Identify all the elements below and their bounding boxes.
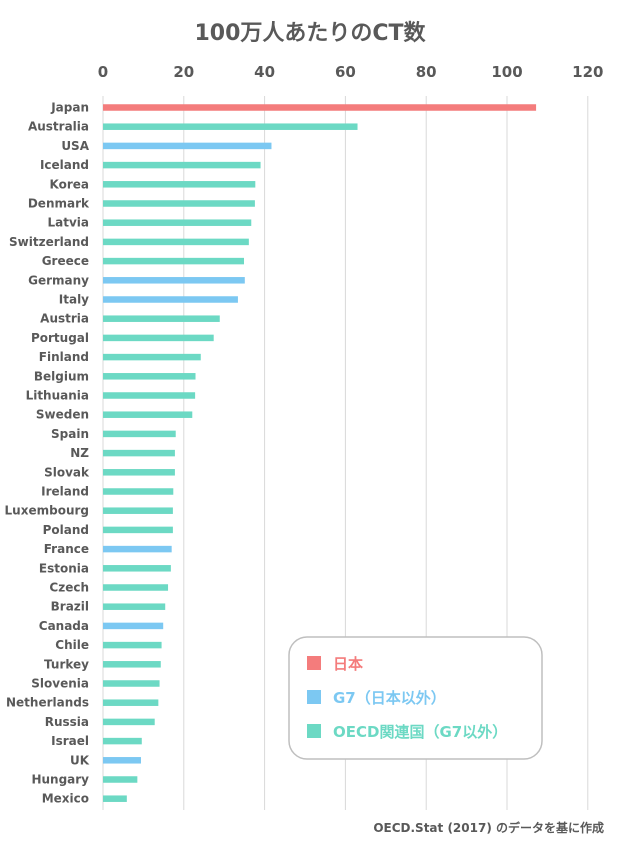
bar-mexico: [103, 795, 127, 802]
category-label: Portugal: [31, 331, 89, 345]
bar-hungary: [103, 776, 138, 783]
category-label: Mexico: [42, 792, 89, 806]
legend-swatch-japan: [307, 656, 321, 670]
bar-canada: [103, 622, 164, 630]
category-label: Slovak: [44, 465, 90, 479]
category-label: NZ: [70, 446, 89, 460]
bar-slovak: [103, 469, 175, 476]
legend-box: [288, 636, 543, 760]
source-note: OECD.Stat (2017) のデータを基に作成: [373, 820, 604, 835]
bar-russia: [103, 718, 155, 726]
legend-label: G7（日本以外）: [333, 689, 446, 707]
category-label: Estonia: [39, 561, 89, 575]
category-label: Czech: [49, 581, 89, 595]
category-label: Sweden: [36, 408, 89, 422]
x-tick-label: 100: [491, 63, 522, 81]
bar-latvia: [103, 219, 252, 226]
bar-lithuania: [103, 392, 196, 399]
legend-label: OECD関連国（G7以外）: [333, 723, 507, 741]
category-label: Netherlands: [6, 696, 89, 710]
bar-italy: [103, 296, 238, 303]
bar-nz: [103, 449, 175, 457]
bar-iceland: [103, 161, 261, 169]
chart-title: 100万人あたりのCT数: [194, 20, 426, 46]
bar-finland: [103, 353, 201, 361]
bar-uk: [103, 757, 141, 764]
category-label: Korea: [50, 177, 90, 191]
category-label: France: [44, 542, 89, 556]
grid-lines: [102, 96, 589, 810]
bar-usa: [103, 142, 272, 150]
category-label: Latvia: [47, 216, 89, 230]
bar-netherlands: [103, 699, 159, 706]
x-tick-label: 20: [173, 63, 194, 81]
category-label: Slovenia: [31, 677, 89, 691]
category-label: Finland: [39, 350, 89, 364]
category-label: Switzerland: [9, 235, 89, 249]
bars: [103, 104, 537, 802]
x-tick-label: 60: [335, 63, 356, 81]
bar-australia: [103, 123, 358, 130]
category-label: Russia: [45, 715, 89, 729]
category-label: Belgium: [34, 369, 89, 383]
bar-sweden: [103, 411, 193, 418]
bar-denmark: [103, 200, 255, 207]
category-label: Hungary: [31, 773, 89, 787]
bar-estonia: [103, 565, 171, 572]
category-label: Spain: [51, 427, 89, 441]
bar-korea: [103, 181, 256, 188]
bar-israel: [103, 737, 142, 745]
bar-portugal: [103, 334, 214, 342]
legend-swatch-oecd: [307, 724, 321, 738]
category-label: UK: [70, 753, 90, 767]
x-tick-label: 120: [572, 63, 603, 81]
x-tick-label: 40: [254, 63, 275, 81]
category-label: Turkey: [44, 657, 89, 671]
category-label: Japan: [50, 101, 89, 115]
category-label: Israel: [51, 734, 89, 748]
x-tick-label: 80: [416, 63, 437, 81]
bar-japan: [103, 104, 537, 111]
bar-chile: [103, 641, 162, 649]
category-label: Chile: [55, 638, 89, 652]
x-tick-label: 0: [98, 63, 108, 81]
category-label: USA: [61, 139, 89, 153]
bar-spain: [103, 430, 176, 438]
bar-luxembourg: [103, 507, 173, 514]
legend-swatch-g7: [307, 690, 321, 704]
category-label: Luxembourg: [5, 504, 89, 518]
category-label: Italy: [59, 293, 89, 307]
bar-austria: [103, 315, 220, 322]
bar-switzerland: [103, 238, 249, 246]
category-label: Brazil: [51, 600, 89, 614]
category-label: Ireland: [41, 485, 89, 499]
category-label: Canada: [39, 619, 89, 633]
category-label: Germany: [28, 273, 89, 287]
x-axis-ticks: 0 20 40 60 80 100 120: [98, 63, 604, 81]
category-label: Australia: [28, 120, 89, 134]
bar-poland: [103, 526, 173, 534]
bar-czech: [103, 584, 169, 591]
bar-germany: [103, 277, 245, 284]
category-label: Denmark: [28, 197, 90, 211]
category-label: Iceland: [40, 158, 89, 172]
legend: 日本 G7（日本以外） OECD関連国（G7以外）: [288, 636, 543, 760]
bar-france: [103, 545, 172, 553]
bar-brazil: [103, 603, 166, 610]
bar-belgium: [103, 373, 196, 380]
category-label: Austria: [40, 312, 89, 326]
category-label: Lithuania: [26, 389, 89, 403]
bar-ireland: [103, 488, 174, 495]
category-labels: Japan Australia USA Iceland Korea Denmark Latv…: [5, 101, 90, 806]
bar-greece: [103, 257, 244, 265]
legend-label: 日本: [333, 655, 363, 673]
bar-turkey: [103, 661, 161, 668]
category-label: Poland: [43, 523, 89, 537]
bar-slovenia: [103, 680, 160, 687]
category-label: Greece: [42, 254, 89, 268]
